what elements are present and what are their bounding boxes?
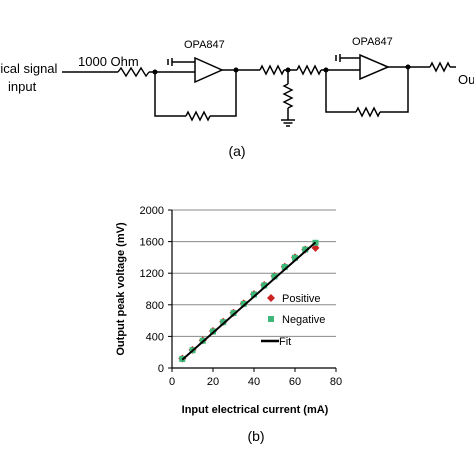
opamp1-triangle — [194, 56, 224, 84]
data-series — [178, 239, 320, 363]
y-axis-label: Output peak voltage (mV) — [115, 222, 127, 356]
negative-point — [302, 246, 309, 253]
legend-positive-marker — [267, 294, 275, 302]
legend-negative-marker — [268, 316, 274, 322]
x-tick-label: 20 — [207, 376, 219, 388]
caption-a: (a) — [228, 143, 245, 159]
tick-labels: 0 400 800 1200 1600 2000 0 20 40 60 80 — [140, 205, 343, 388]
y-tick-label: 400 — [146, 331, 164, 343]
y-tick-label: 1600 — [140, 237, 164, 249]
opamp2-label: OPA847 — [352, 36, 393, 48]
circuit-diagram: rical signal input 1000 Ohm OPA847 OPA84… — [0, 36, 474, 159]
output-resistor — [429, 61, 451, 73]
negative-point — [292, 254, 298, 261]
input-label-line2: input — [8, 79, 37, 94]
caption-b: (b) — [247, 428, 264, 444]
negative-point — [220, 319, 227, 326]
negative-point — [261, 282, 268, 289]
fit-line — [181, 241, 317, 361]
legend-label: Positive — [282, 293, 321, 305]
feedback1-wire — [154, 70, 237, 117]
grid-lines — [172, 209, 336, 337]
x-axis-label: Input electrical current (mA) — [182, 404, 329, 416]
opamp2-ground — [335, 54, 360, 62]
legend: Positive Negative Fit — [261, 293, 325, 348]
y-tick-label: 800 — [146, 300, 164, 312]
x-tick-label: 60 — [289, 376, 301, 388]
feedback2-wire — [325, 67, 409, 113]
shunt-resistor — [282, 83, 294, 109]
output-label: Ou — [458, 72, 474, 87]
feedback2-resistor — [355, 106, 381, 118]
ground-symbol — [281, 119, 295, 127]
series-resistor-2 — [296, 64, 322, 76]
x-tick-label: 80 — [330, 376, 342, 388]
positive-point — [311, 243, 320, 252]
opamp2-triangle — [359, 53, 390, 81]
x-tick-label: 0 — [169, 376, 175, 388]
resistor-value-label: 1000 Ohm — [78, 54, 139, 69]
negative-point — [240, 300, 247, 307]
negative-point — [230, 310, 237, 317]
opamp1-label: OPA847 — [184, 39, 225, 51]
feedback1-resistor — [185, 110, 211, 122]
negative-point — [251, 291, 257, 298]
input-resistor — [117, 66, 150, 78]
chart: 0 400 800 1200 1600 2000 0 20 40 60 80 Positive Neg… — [115, 205, 343, 444]
opamp1-ground — [167, 58, 195, 66]
negative-point — [271, 273, 278, 280]
axes — [168, 209, 337, 372]
legend-label: Fit — [279, 336, 291, 348]
y-tick-label: 2000 — [140, 205, 164, 217]
input-label-line1: rical signal — [0, 61, 58, 76]
y-tick-label: 1200 — [140, 268, 164, 280]
x-tick-label: 40 — [248, 376, 260, 388]
series-resistor-1 — [259, 64, 285, 76]
negative-point — [281, 264, 288, 271]
legend-label: Negative — [282, 314, 325, 326]
y-tick-label: 0 — [158, 363, 164, 375]
